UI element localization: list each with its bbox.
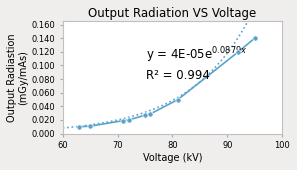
Point [121, 119, 125, 122]
Point [148, 113, 153, 115]
Title: Output Radiation VS Voltage: Output Radiation VS Voltage [88, 7, 257, 20]
Point [176, 98, 180, 101]
X-axis label: Voltage (kV): Voltage (kV) [143, 153, 202, 163]
Point [126, 119, 131, 121]
Y-axis label: Output Radiastion
(mGy/mAs): Output Radiastion (mGy/mAs) [7, 33, 29, 122]
Point [77, 125, 82, 128]
Point [252, 37, 257, 39]
Point [88, 125, 93, 128]
Point [143, 114, 147, 117]
Point [236, 50, 241, 53]
Text: y = 4E-05e$^{0.0879x}$
R² = 0.994: y = 4E-05e$^{0.0879x}$ R² = 0.994 [146, 46, 248, 82]
